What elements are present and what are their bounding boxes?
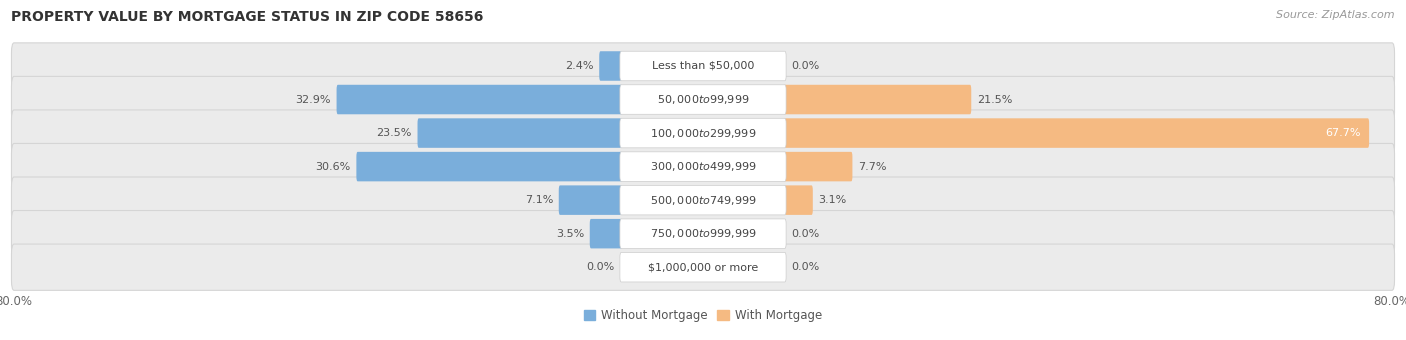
Text: 2.4%: 2.4% <box>565 61 593 71</box>
Text: $100,000 to $299,999: $100,000 to $299,999 <box>650 126 756 139</box>
FancyBboxPatch shape <box>620 51 786 81</box>
FancyBboxPatch shape <box>11 177 1395 223</box>
FancyBboxPatch shape <box>11 76 1395 123</box>
Text: 67.7%: 67.7% <box>1326 128 1361 138</box>
FancyBboxPatch shape <box>11 210 1395 257</box>
FancyBboxPatch shape <box>11 43 1395 89</box>
FancyBboxPatch shape <box>783 85 972 114</box>
FancyBboxPatch shape <box>620 185 786 215</box>
FancyBboxPatch shape <box>11 143 1395 190</box>
FancyBboxPatch shape <box>620 85 786 114</box>
Text: $300,000 to $499,999: $300,000 to $499,999 <box>650 160 756 173</box>
Text: 3.1%: 3.1% <box>818 195 846 205</box>
Text: 3.5%: 3.5% <box>555 229 583 239</box>
Text: Less than $50,000: Less than $50,000 <box>652 61 754 71</box>
FancyBboxPatch shape <box>620 118 786 148</box>
Text: 30.6%: 30.6% <box>315 162 350 172</box>
FancyBboxPatch shape <box>356 152 623 181</box>
Text: 7.7%: 7.7% <box>858 162 887 172</box>
FancyBboxPatch shape <box>589 219 623 249</box>
Text: PROPERTY VALUE BY MORTGAGE STATUS IN ZIP CODE 58656: PROPERTY VALUE BY MORTGAGE STATUS IN ZIP… <box>11 10 484 24</box>
FancyBboxPatch shape <box>418 118 623 148</box>
FancyBboxPatch shape <box>620 219 786 249</box>
FancyBboxPatch shape <box>336 85 623 114</box>
FancyBboxPatch shape <box>558 185 623 215</box>
Text: 21.5%: 21.5% <box>977 95 1012 104</box>
Text: $750,000 to $999,999: $750,000 to $999,999 <box>650 227 756 240</box>
Text: $500,000 to $749,999: $500,000 to $749,999 <box>650 194 756 207</box>
Text: 23.5%: 23.5% <box>377 128 412 138</box>
Text: 0.0%: 0.0% <box>586 262 614 272</box>
FancyBboxPatch shape <box>11 110 1395 156</box>
Text: 32.9%: 32.9% <box>295 95 330 104</box>
FancyBboxPatch shape <box>783 185 813 215</box>
Text: 0.0%: 0.0% <box>792 229 820 239</box>
FancyBboxPatch shape <box>599 51 623 81</box>
Text: Source: ZipAtlas.com: Source: ZipAtlas.com <box>1277 10 1395 20</box>
Legend: Without Mortgage, With Mortgage: Without Mortgage, With Mortgage <box>579 305 827 327</box>
FancyBboxPatch shape <box>783 118 1369 148</box>
FancyBboxPatch shape <box>11 244 1395 290</box>
Text: 0.0%: 0.0% <box>792 61 820 71</box>
Text: 0.0%: 0.0% <box>792 262 820 272</box>
Text: 7.1%: 7.1% <box>524 195 553 205</box>
FancyBboxPatch shape <box>783 152 852 181</box>
FancyBboxPatch shape <box>620 152 786 181</box>
FancyBboxPatch shape <box>620 252 786 282</box>
Text: $50,000 to $99,999: $50,000 to $99,999 <box>657 93 749 106</box>
Text: $1,000,000 or more: $1,000,000 or more <box>648 262 758 272</box>
